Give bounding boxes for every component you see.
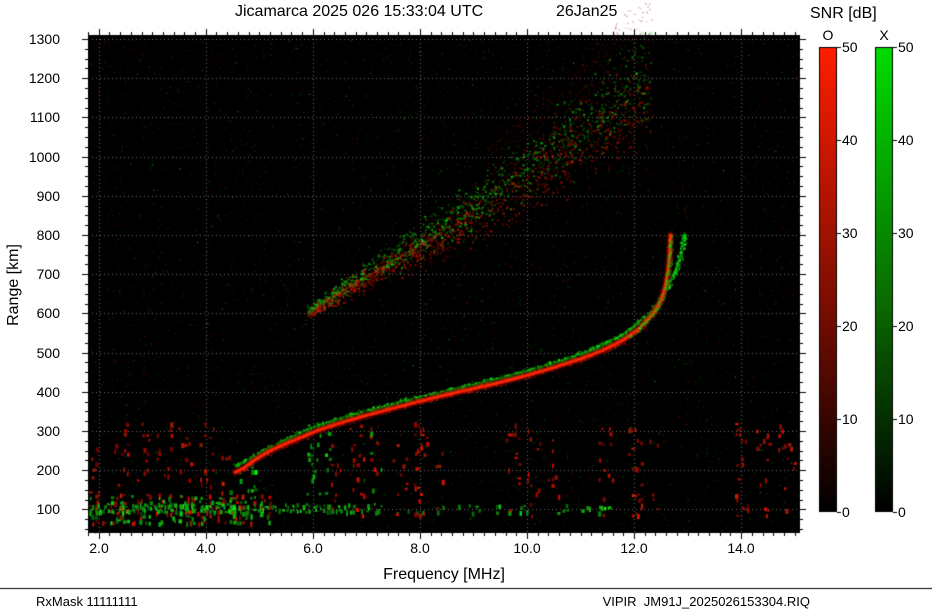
colorbar-o-label: O (822, 27, 834, 43)
y-tick-100: 100 (36, 501, 60, 517)
cb-x-tick-50: 50 (898, 39, 914, 55)
cb-o-tick-30: 30 (842, 225, 858, 241)
y-tick-600: 600 (36, 305, 60, 321)
cb-o-tick-20: 20 (842, 318, 858, 334)
cb-x-tick-20: 20 (898, 318, 914, 334)
x-axis-label: Frequency [MHz] (383, 566, 505, 583)
y-tick-1300: 1300 (28, 31, 60, 47)
y-tick-300: 300 (36, 423, 60, 439)
x-tick-14: 14.0 (727, 540, 755, 556)
y-tick-1200: 1200 (28, 70, 60, 86)
cb-o-tick-10: 10 (842, 411, 858, 427)
x-tick-8: 8.0 (410, 540, 430, 556)
plot-title: Jicamarca 2025 026 15:33:04 UTC (235, 3, 484, 20)
cb-o-tick-50: 50 (842, 39, 858, 55)
y-tick-200: 200 (36, 462, 60, 478)
cb-o-tick-40: 40 (842, 132, 858, 148)
x-tick-10: 10.0 (513, 540, 541, 556)
cb-o-tick-0: 0 (842, 504, 850, 520)
cb-x-tick-30: 30 (898, 225, 914, 241)
cb-x-tick-0: 0 (898, 504, 906, 520)
cb-x-tick-40: 40 (898, 132, 914, 148)
cb-x-tick-10: 10 (898, 411, 914, 427)
y-tick-500: 500 (36, 345, 60, 361)
x-tick-6: 6.0 (303, 540, 323, 556)
colorbar-title: SNR [dB] (810, 5, 877, 22)
colorbar-x-label: X (879, 27, 889, 43)
y-tick-1000: 1000 (28, 149, 60, 165)
x-tick-2: 2.0 (89, 540, 109, 556)
x-tick-4: 4.0 (196, 540, 216, 556)
rxmask-text: RxMask 11111111 (36, 594, 138, 609)
plot-date: 26Jan25 (556, 3, 618, 20)
x-tick-12: 12.0 (620, 540, 648, 556)
y-tick-800: 800 (36, 227, 60, 243)
y-tick-400: 400 (36, 384, 60, 400)
file-name-text: VIPIR JM91J_2025026153304.RIQ (602, 594, 810, 609)
y-tick-1100: 1100 (29, 109, 60, 125)
y-tick-700: 700 (36, 266, 60, 282)
y-tick-900: 900 (36, 188, 60, 204)
